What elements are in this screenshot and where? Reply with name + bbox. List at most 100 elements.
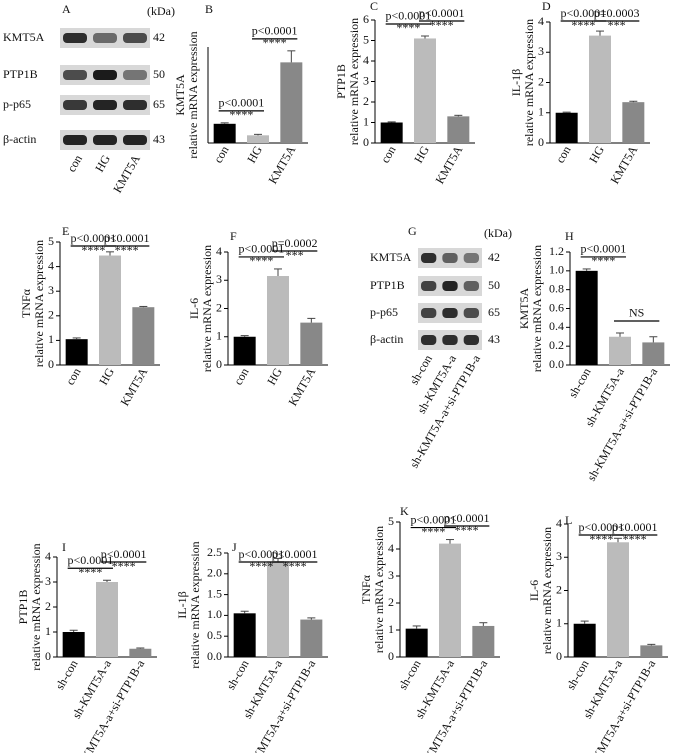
- y-tick-label: 0.2: [549, 338, 564, 352]
- blot-band: [463, 308, 479, 318]
- y-axis-label: relative mRNA expression: [32, 240, 46, 367]
- sig-text: p<0.0001: [385, 9, 431, 23]
- panel-label: L: [565, 513, 572, 527]
- bar: [642, 342, 665, 365]
- y-axis-label: IL-1β: [509, 69, 523, 96]
- sig-stars: ***: [608, 18, 626, 32]
- sig-stars: ****: [115, 243, 139, 257]
- x-tick-label: con: [211, 143, 232, 165]
- bar: [99, 255, 121, 365]
- blot-band: [442, 308, 458, 318]
- bar: [247, 135, 269, 143]
- y-tick-label: 4: [388, 541, 394, 555]
- sig-text: p<0.0001: [580, 242, 626, 256]
- y-tick-label: 5: [388, 514, 394, 528]
- bar: [607, 542, 629, 657]
- sig-text: p<0.0001: [238, 242, 284, 256]
- bar: [300, 619, 323, 657]
- y-tick-label: 6: [363, 12, 369, 26]
- bar: [129, 648, 152, 657]
- x-tick-label: HG: [244, 143, 265, 165]
- y-tick-label: 3: [538, 44, 544, 58]
- x-tick-label: KMT5A: [433, 143, 466, 186]
- sig-stars: ****: [396, 21, 420, 35]
- sig-text: p<0.0001: [419, 6, 465, 20]
- bar: [609, 336, 631, 365]
- x-tick-label: HG: [264, 365, 285, 387]
- panel-label: C: [370, 0, 378, 13]
- y-tick-label: 2: [388, 595, 394, 609]
- y-tick-label: 1: [48, 332, 54, 346]
- sig-text: p<0.0001: [67, 553, 113, 567]
- panel-label: F: [230, 229, 237, 243]
- x-tick-label: con: [231, 365, 252, 387]
- kda-header: (kDa): [147, 4, 175, 18]
- y-axis-label: TNFα: [19, 288, 33, 318]
- blot-band: [63, 135, 87, 145]
- y-tick-label: 2: [556, 582, 562, 596]
- bar: [213, 123, 236, 143]
- blot-band: [123, 70, 147, 80]
- protein-name: β-actin: [3, 132, 36, 146]
- bar: [300, 322, 323, 365]
- y-tick-label: 0: [556, 649, 562, 663]
- y-tick-label: 0: [48, 357, 54, 371]
- blot-band: [93, 33, 117, 43]
- panel-label: G: [408, 224, 417, 238]
- protein-name: p-p65: [3, 97, 31, 111]
- y-tick-label: 0.8: [549, 281, 564, 295]
- blot-band: [421, 308, 437, 318]
- y-tick-label: 4: [556, 516, 562, 530]
- blot-band: [63, 100, 87, 110]
- blot-band: [93, 100, 117, 110]
- y-tick-label: 2.5: [207, 545, 222, 559]
- sig-stars: ****: [283, 559, 307, 573]
- y-tick-label: 1: [363, 114, 369, 128]
- bar: [405, 628, 428, 657]
- y-tick-label: 1.2: [549, 244, 564, 258]
- sig-stars: ****: [571, 18, 595, 32]
- x-tick-label: con: [378, 143, 399, 165]
- y-tick-label: 4: [45, 549, 51, 563]
- sig-stars: ****: [249, 559, 273, 573]
- y-tick-label: 1: [388, 622, 394, 636]
- sig-stars: ****: [263, 36, 287, 50]
- lane-label: KMT5A: [110, 152, 143, 195]
- x-tick-label: sh-con: [564, 657, 592, 692]
- sig-text: p<0.0001: [560, 6, 606, 20]
- y-tick-label: 0: [45, 649, 51, 663]
- y-tick-label: 0.6: [549, 300, 564, 314]
- bar: [414, 38, 436, 144]
- blot-band: [123, 135, 147, 145]
- x-tick-label: KMT5A: [608, 143, 641, 186]
- y-tick-label: 2: [216, 300, 222, 314]
- panel-label: H: [565, 229, 574, 243]
- y-tick-label: 0: [363, 135, 369, 149]
- x-tick-label: HG: [586, 143, 607, 165]
- y-tick-label: 2.0: [207, 566, 222, 580]
- sig-text: p<0.0001: [272, 547, 318, 561]
- blot-band: [442, 281, 458, 291]
- sig-stars: ****: [591, 254, 615, 268]
- x-tick-label: con: [63, 365, 84, 387]
- y-tick-label: 0: [388, 649, 394, 663]
- sig-stars: ****: [229, 108, 253, 122]
- bar: [573, 623, 596, 657]
- y-tick-label: 1: [216, 329, 222, 343]
- y-tick-label: 1: [556, 616, 562, 630]
- blot-band: [123, 33, 147, 43]
- blot-band: [463, 253, 479, 263]
- panel-label: D: [542, 0, 551, 13]
- kda-value: 50: [153, 67, 165, 81]
- bar: [267, 276, 289, 365]
- y-tick-label: 5: [363, 32, 369, 46]
- y-tick-label: 1.5: [207, 586, 222, 600]
- panel-label: B: [205, 2, 213, 16]
- x-tick-label: sh-con: [224, 657, 252, 692]
- y-tick-label: 0: [538, 135, 544, 149]
- x-tick-label: sh-con: [396, 657, 424, 692]
- kda-value: 43: [153, 132, 165, 146]
- protein-name: KMT5A: [3, 30, 45, 44]
- y-axis-label: relative mRNA expression: [522, 19, 536, 146]
- kda-value: 50: [488, 278, 500, 292]
